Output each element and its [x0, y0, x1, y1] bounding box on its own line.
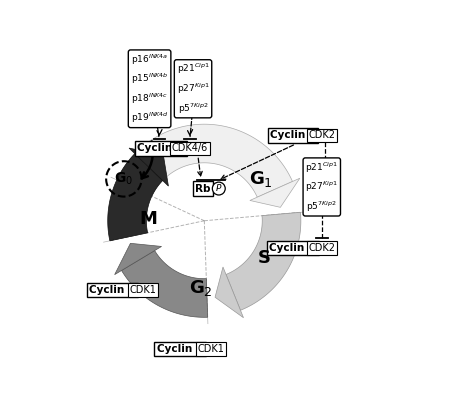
- Text: G$_0$: G$_0$: [114, 171, 133, 187]
- Text: Rb: Rb: [195, 184, 210, 194]
- Text: CDK2: CDK2: [308, 243, 335, 253]
- Polygon shape: [129, 148, 168, 186]
- Polygon shape: [115, 243, 162, 275]
- Text: p21$^{Cip1}$
p27$^{Kip1}$
p5$^{7Kip2}$: p21$^{Cip1}$ p27$^{Kip1}$ p5$^{7Kip2}$: [177, 62, 210, 116]
- Text: Cyclin A: Cyclin A: [157, 344, 204, 354]
- Text: CDK1: CDK1: [130, 285, 156, 295]
- Polygon shape: [121, 250, 208, 317]
- Text: M: M: [139, 210, 157, 228]
- Polygon shape: [117, 124, 292, 197]
- Text: CDK1: CDK1: [197, 344, 224, 354]
- Text: Cyclin D: Cyclin D: [137, 143, 184, 153]
- Text: CDK2: CDK2: [308, 130, 335, 140]
- Text: P: P: [216, 184, 221, 193]
- Polygon shape: [215, 267, 244, 318]
- Polygon shape: [108, 154, 163, 241]
- Circle shape: [212, 182, 225, 195]
- Text: p21$^{Cip1}$
p27$^{Kip1}$
p5$^{7Kip2}$: p21$^{Cip1}$ p27$^{Kip1}$ p5$^{7Kip2}$: [305, 160, 338, 214]
- Text: Cyclin B: Cyclin B: [89, 285, 136, 295]
- Text: S: S: [257, 249, 270, 267]
- Text: Cyclin E: Cyclin E: [270, 130, 316, 140]
- Text: G$_2$: G$_2$: [189, 278, 213, 298]
- Text: CDK4/6: CDK4/6: [172, 143, 208, 153]
- Polygon shape: [250, 178, 300, 207]
- Text: Cyclin A: Cyclin A: [269, 243, 316, 253]
- Polygon shape: [226, 212, 301, 310]
- Text: G$_1$: G$_1$: [249, 169, 273, 189]
- Text: p16$^{INK4a}$
p15$^{INK4b}$
p18$^{INK4c}$
p19$^{INK4d}$: p16$^{INK4a}$ p15$^{INK4b}$ p18$^{INK4c}…: [130, 52, 169, 125]
